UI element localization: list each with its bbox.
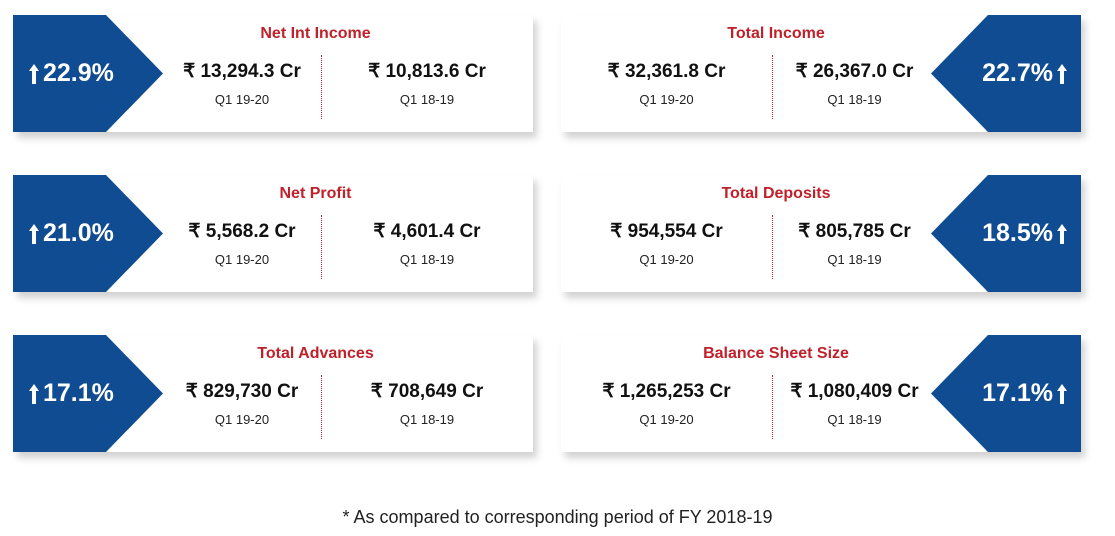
current-value: ₹ 954,554 Cr Q1 19-20 bbox=[561, 220, 772, 267]
footnote: * As compared to corresponding period of… bbox=[342, 507, 773, 527]
growth-value: 18.5% bbox=[982, 219, 1053, 247]
card-title: Total Deposits bbox=[721, 185, 831, 202]
divider bbox=[321, 215, 322, 279]
current-amount: ₹ 32,361.8 Cr bbox=[607, 61, 726, 82]
arrow-up-icon bbox=[1057, 383, 1067, 404]
divider bbox=[772, 55, 773, 119]
kpi-card-balance-sheet-size: 17.1% Balance Sheet Size ₹ 1,265,253 Cr … bbox=[561, 335, 1081, 452]
arrow-up-icon bbox=[29, 63, 39, 84]
previous-period: Q1 18-19 bbox=[827, 412, 882, 427]
previous-amount: ₹ 1,080,409 Cr bbox=[790, 381, 919, 402]
kpi-card-total-income: 22.7% Total Income ₹ 32,361.8 Cr Q1 19-2… bbox=[561, 15, 1081, 132]
current-value: ₹ 829,730 Cr Q1 19-20 bbox=[163, 380, 321, 427]
arrow-up-icon bbox=[1057, 63, 1067, 84]
divider bbox=[321, 55, 322, 119]
previous-period: Q1 18-19 bbox=[399, 92, 455, 107]
card-title: Total Advances bbox=[257, 345, 374, 362]
current-period: Q1 19-20 bbox=[639, 252, 694, 267]
previous-value: ₹ 26,367.0 Cr Q1 18-19 bbox=[772, 60, 937, 107]
previous-value: ₹ 708,649 Cr Q1 18-19 bbox=[321, 380, 533, 427]
arrow-up-icon bbox=[29, 383, 39, 404]
current-amount: ₹ 829,730 Cr bbox=[185, 381, 299, 402]
kpi-card-total-deposits: 18.5% Total Deposits ₹ 954,554 Cr Q1 19-… bbox=[561, 175, 1081, 292]
arrow-up-icon bbox=[1057, 223, 1067, 244]
current-value: ₹ 13,294.3 Cr Q1 19-20 bbox=[163, 60, 321, 107]
current-amount: ₹ 13,294.3 Cr bbox=[183, 61, 301, 82]
current-value: ₹ 5,568.2 Cr Q1 19-20 bbox=[163, 220, 321, 267]
growth-badge: 21.0% bbox=[13, 175, 163, 292]
previous-period: Q1 18-19 bbox=[827, 252, 882, 267]
previous-period: Q1 18-19 bbox=[399, 252, 455, 267]
card-title: Total Income bbox=[727, 25, 825, 42]
divider bbox=[772, 215, 773, 279]
kpi-card-net-int-income: 22.9% Net Int Income ₹ 13,294.3 Cr Q1 19… bbox=[13, 15, 533, 132]
current-period: Q1 19-20 bbox=[639, 412, 694, 427]
growth-badge: 17.1% bbox=[13, 335, 163, 452]
current-period: Q1 19-20 bbox=[214, 252, 270, 267]
previous-amount: ₹ 4,601.4 Cr bbox=[373, 221, 481, 242]
card-title: Balance Sheet Size bbox=[703, 345, 849, 362]
previous-amount: ₹ 708,649 Cr bbox=[370, 381, 484, 402]
card-title: Net Profit bbox=[279, 185, 352, 202]
current-amount: ₹ 954,554 Cr bbox=[610, 221, 723, 242]
previous-amount: ₹ 805,785 Cr bbox=[798, 221, 911, 242]
previous-value: ₹ 4,601.4 Cr Q1 18-19 bbox=[321, 220, 533, 267]
growth-value: 21.0% bbox=[43, 219, 114, 247]
previous-amount: ₹ 10,813.6 Cr bbox=[368, 61, 486, 82]
growth-value: 22.9% bbox=[43, 59, 114, 87]
previous-value: ₹ 805,785 Cr Q1 18-19 bbox=[772, 220, 937, 267]
growth-value: 17.1% bbox=[982, 379, 1053, 407]
current-period: Q1 19-20 bbox=[214, 92, 270, 107]
growth-badge: 17.1% bbox=[931, 335, 1081, 452]
growth-value: 22.7% bbox=[982, 59, 1053, 87]
arrow-up-icon bbox=[29, 223, 39, 244]
divider bbox=[772, 375, 773, 439]
growth-badge: 18.5% bbox=[931, 175, 1081, 292]
growth-value: 17.1% bbox=[43, 379, 114, 407]
previous-value: ₹ 10,813.6 Cr Q1 18-19 bbox=[321, 60, 533, 107]
previous-amount: ₹ 26,367.0 Cr bbox=[795, 61, 914, 82]
current-amount: ₹ 1,265,253 Cr bbox=[602, 381, 731, 402]
card-title: Net Int Income bbox=[260, 25, 371, 42]
current-amount: ₹ 5,568.2 Cr bbox=[188, 221, 296, 242]
previous-period: Q1 18-19 bbox=[827, 92, 882, 107]
growth-badge: 22.7% bbox=[931, 15, 1081, 132]
previous-value: ₹ 1,080,409 Cr Q1 18-19 bbox=[772, 380, 937, 427]
current-period: Q1 19-20 bbox=[214, 412, 270, 427]
kpi-card-total-advances: 17.1% Total Advances ₹ 829,730 Cr Q1 19-… bbox=[13, 335, 533, 452]
growth-badge: 22.9% bbox=[13, 15, 163, 132]
previous-period: Q1 18-19 bbox=[399, 412, 455, 427]
current-period: Q1 19-20 bbox=[639, 92, 694, 107]
current-value: ₹ 32,361.8 Cr Q1 19-20 bbox=[561, 60, 772, 107]
current-value: ₹ 1,265,253 Cr Q1 19-20 bbox=[561, 380, 772, 427]
divider bbox=[321, 375, 322, 439]
kpi-card-net-profit: 21.0% Net Profit ₹ 5,568.2 Cr Q1 19-20 ₹… bbox=[13, 175, 533, 292]
